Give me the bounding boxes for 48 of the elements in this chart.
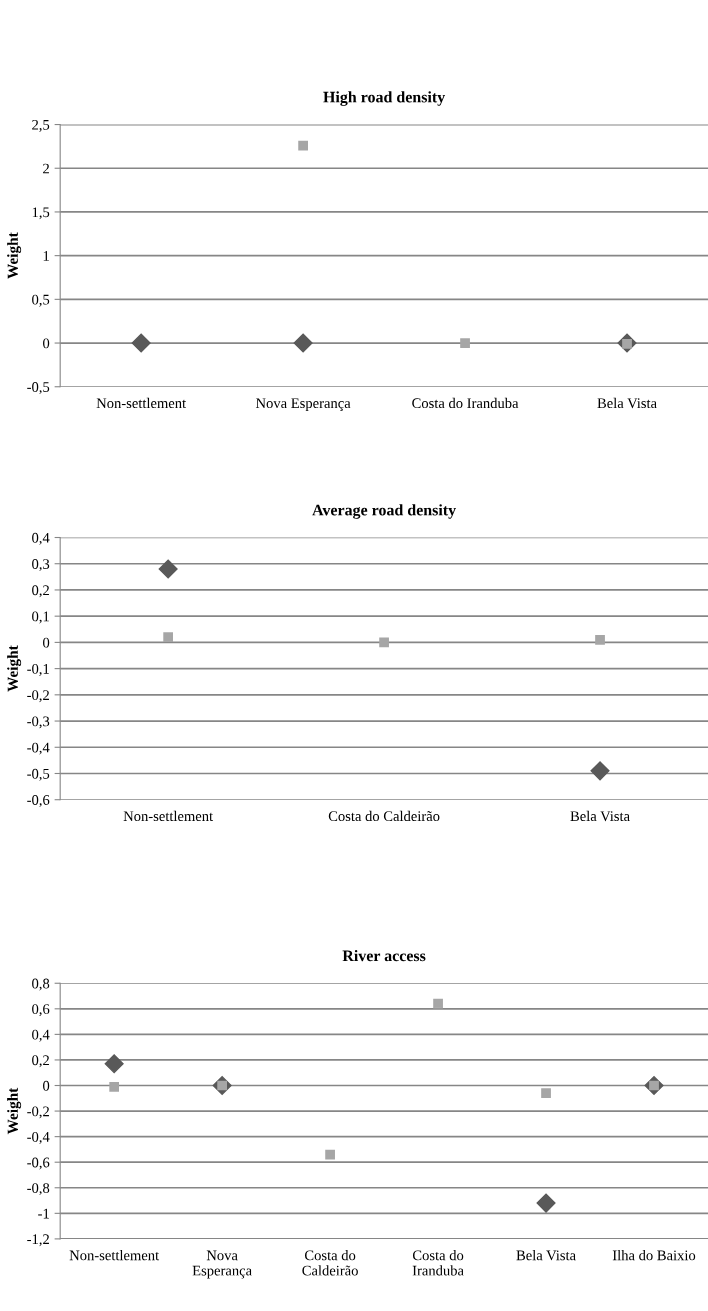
x-tick-label: Bela Vista [597,397,657,409]
y-tick-label: -0,4 [27,742,50,755]
x-tick-label: Nova Esperança [192,1250,252,1279]
y-tick-label: -0,1 [27,663,49,676]
y-axis-title: Weight [7,1087,22,1135]
x-tick-label: Costa do Iranduba [412,397,519,409]
x-tick-label: Costa do Iranduba [412,1250,464,1276]
y-tick-label: -0,5 [27,382,50,395]
x-tick-label: Non-settlement [96,397,187,409]
y-tick-label: 0,4 [32,1029,50,1042]
y-tick-label: -0,8 [27,1183,50,1196]
y-tick-label: 1,5 [32,207,50,220]
y-tick-label: 1 [43,251,49,261]
chart-title: River access [342,949,426,962]
y-tick-label: 0,6 [32,1004,50,1017]
y-tick-label: 0 [43,338,50,349]
y-tick-label: 0 [43,1080,50,1091]
y-tick-label: -0,3 [27,716,50,729]
y-axis-title: Weight [7,645,22,692]
y-tick-label: 2 [43,163,49,174]
chart-title: Average road density [312,504,456,519]
y-tick-label: -0,4 [27,1132,50,1144]
y-tick-label: -0,6 [27,795,50,808]
y-tick-label: 0,8 [32,978,50,991]
y-tick-label: -1,2 [27,1234,49,1247]
chart-title: High road density [323,91,446,106]
x-tick-label: Ilha do Baixio [612,1250,696,1261]
x-tick-label: Non-settlement [123,810,214,822]
y-axis-title: Weight [7,232,22,279]
y-tick-label: 0 [43,637,50,648]
x-tick-label: Nova Esperança [255,398,351,412]
x-tick-label: Non-settlement [69,1250,160,1261]
y-tick-label: -0,5 [27,768,50,781]
x-tick-label: Bela Vista [570,810,630,822]
x-tick-label: Bela Vista [516,1250,576,1261]
y-tick-label: 0,4 [32,532,50,545]
y-tick-label: 0,5 [32,294,50,307]
y-tick-label: 0,1 [32,611,49,624]
y-tick-label: 0,2 [32,1055,49,1068]
y-tick-label: 0,3 [32,559,50,572]
x-tick-label: Costa do Caldeirão [302,1250,358,1276]
y-tick-label: -0,2 [27,690,49,703]
y-tick-label: -0,2 [27,1106,49,1119]
y-tick-label: 0,2 [32,585,49,598]
y-tick-label: -1 [38,1208,49,1219]
y-tick-label: -0,6 [27,1157,50,1170]
y-tick-label: 2,5 [32,119,50,132]
x-tick-label: Costa do Caldeirão [328,810,440,822]
